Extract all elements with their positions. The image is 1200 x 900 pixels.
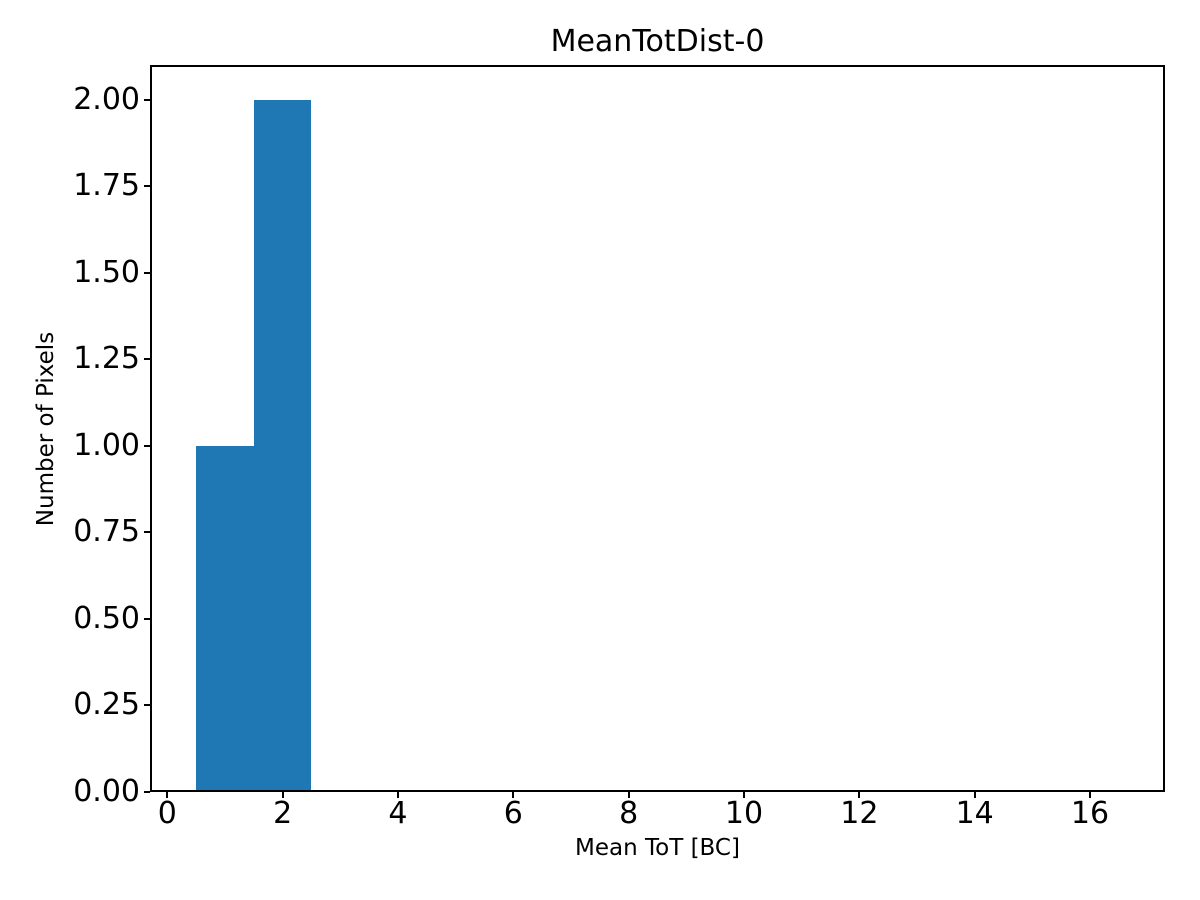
y-tick-mark-1.75 [144, 185, 150, 188]
x-tick-label-0: 0 [157, 796, 177, 831]
x-tick-mark-10 [743, 792, 745, 798]
y-tick-label-1.75: 1.75 [73, 168, 140, 204]
x-tick-label-12: 12 [840, 796, 879, 831]
x-tick-label-6: 6 [503, 796, 523, 831]
x-tick-label-16: 16 [1070, 796, 1110, 831]
y-tick-label-1.00: 1.00 [73, 427, 140, 463]
y-tick-mark-0.50 [144, 617, 150, 620]
x-tick-mark-4 [396, 792, 399, 798]
y-axis-label: Number of Pixels [33, 331, 59, 527]
x-tick-mark-6 [512, 792, 515, 798]
x-axis-label: Mean ToT [BC] [575, 835, 740, 861]
histogram-bar-1 [253, 99, 312, 792]
plot-area [150, 65, 1165, 792]
chart-title: MeanTotDist-0 [550, 24, 765, 59]
y-tick-mark-2.00 [144, 98, 150, 101]
histogram-bar-0 [196, 445, 254, 792]
y-tick-mark-0.25 [144, 704, 150, 707]
x-tick-label-2: 2 [273, 796, 293, 831]
y-tick-mark-1.00 [144, 444, 150, 447]
x-tick-mark-14 [973, 792, 976, 798]
x-tick-label-14: 14 [955, 796, 994, 831]
y-tick-mark-0.75 [144, 531, 150, 534]
y-tick-label-1.25: 1.25 [73, 341, 140, 377]
x-tick-label-4: 4 [388, 796, 408, 831]
y-tick-label-0.50: 0.50 [73, 600, 140, 636]
y-tick-mark-1.50 [144, 271, 150, 274]
x-tick-label-10: 10 [724, 796, 764, 831]
x-tick-mark-12 [858, 792, 861, 798]
x-tick-mark-0 [166, 792, 169, 798]
x-tick-label-8: 8 [619, 796, 639, 831]
x-tick-mark-8 [627, 792, 630, 798]
y-tick-label-1.50: 1.50 [73, 254, 140, 290]
x-tick-mark-2 [281, 792, 284, 798]
plot-frame [150, 65, 1165, 792]
y-tick-label-0.75: 0.75 [73, 514, 140, 550]
y-tick-mark-1.25 [144, 358, 150, 361]
y-tick-label-0.00: 0.00 [73, 774, 140, 809]
y-tick-label-2.00: 2.00 [73, 81, 140, 117]
y-tick-mark-0.00 [144, 791, 150, 793]
y-tick-label-0.25: 0.25 [73, 687, 140, 723]
x-tick-mark-16 [1089, 792, 1092, 798]
